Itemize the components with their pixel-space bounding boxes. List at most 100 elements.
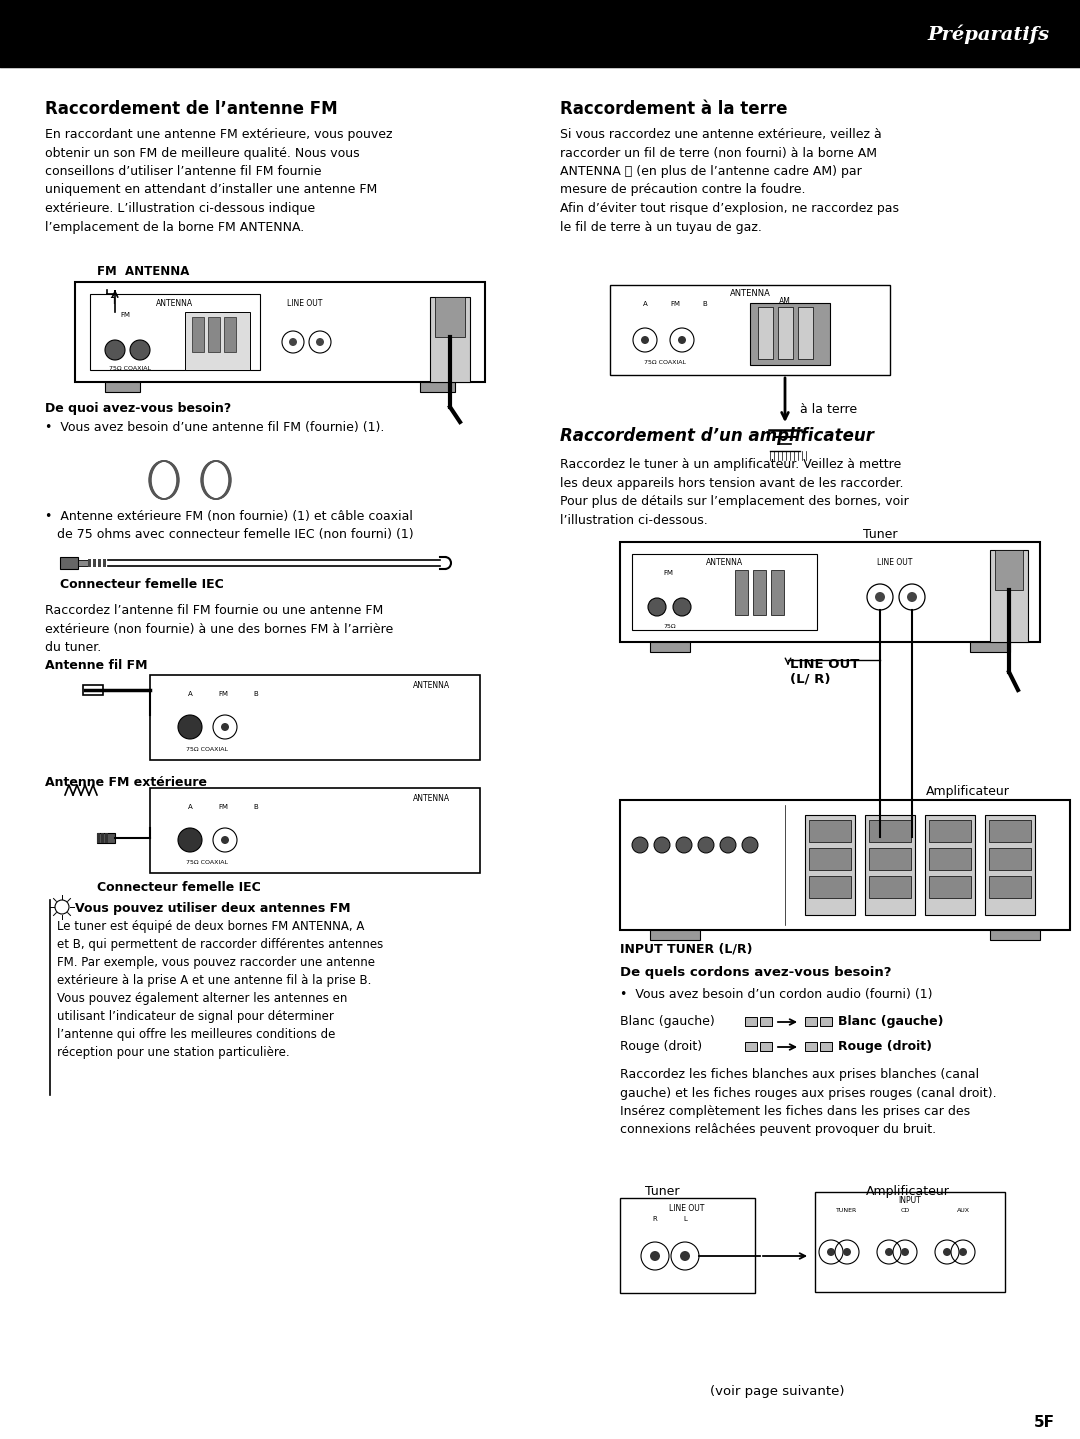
- Circle shape: [289, 338, 297, 345]
- Circle shape: [673, 599, 691, 616]
- Bar: [760, 1017, 772, 1026]
- Bar: [929, 876, 971, 898]
- Text: Tuner: Tuner: [863, 528, 897, 541]
- Bar: [809, 848, 851, 871]
- Bar: [83, 685, 103, 695]
- Bar: [820, 1017, 832, 1026]
- Bar: [820, 1042, 832, 1050]
- Bar: [805, 814, 855, 915]
- Text: FM: FM: [663, 570, 673, 576]
- Text: Antenne FM extérieure: Antenne FM extérieure: [45, 776, 207, 789]
- Bar: [805, 1017, 816, 1026]
- Circle shape: [178, 715, 202, 740]
- Text: ANTENNA: ANTENNA: [413, 681, 450, 689]
- Circle shape: [943, 1248, 951, 1256]
- Bar: [924, 814, 975, 915]
- Bar: [224, 317, 237, 353]
- Bar: [760, 1042, 772, 1050]
- Bar: [778, 307, 793, 358]
- Circle shape: [130, 340, 150, 360]
- Circle shape: [632, 837, 648, 853]
- Bar: [745, 1042, 757, 1050]
- Bar: [208, 317, 220, 353]
- Circle shape: [678, 335, 686, 344]
- Bar: [745, 1017, 757, 1026]
- Circle shape: [648, 599, 666, 616]
- Bar: [103, 558, 106, 567]
- Bar: [929, 848, 971, 871]
- Bar: [105, 833, 108, 843]
- Text: De quels cordons avez-vous besoin?: De quels cordons avez-vous besoin?: [620, 966, 891, 979]
- Circle shape: [221, 722, 229, 731]
- Text: Rouge (droit): Rouge (droit): [620, 1040, 702, 1053]
- Circle shape: [907, 591, 917, 602]
- Text: ANTENNA: ANTENNA: [706, 558, 743, 567]
- Bar: [87, 558, 91, 567]
- Text: Le tuner est équipé de deux bornes FM ANTENNA, A
et B, qui permettent de raccord: Le tuner est équipé de deux bornes FM AN…: [57, 920, 383, 1059]
- Bar: [97, 833, 100, 843]
- Bar: [985, 814, 1035, 915]
- Circle shape: [875, 591, 885, 602]
- Circle shape: [827, 1248, 835, 1256]
- Text: de 75 ohms avec connecteur femelle IEC (non fourni) (1): de 75 ohms avec connecteur femelle IEC (…: [45, 528, 414, 541]
- Text: B: B: [703, 301, 707, 307]
- Bar: [620, 543, 1040, 642]
- Bar: [990, 930, 1040, 940]
- Bar: [620, 1199, 755, 1294]
- Text: Amplificateur: Amplificateur: [927, 786, 1010, 799]
- Circle shape: [654, 837, 670, 853]
- Text: Si vous raccordez une antenne extérieure, veillez à
raccorder un fil de terre (n: Si vous raccordez une antenne extérieure…: [561, 128, 899, 233]
- Text: B: B: [254, 691, 258, 696]
- Text: Rouge (droit): Rouge (droit): [838, 1040, 932, 1053]
- Text: INPUT TUNER (L/R): INPUT TUNER (L/R): [620, 943, 753, 955]
- Text: LINE OUT: LINE OUT: [877, 558, 913, 567]
- Bar: [989, 820, 1031, 842]
- Text: AUX: AUX: [957, 1207, 970, 1213]
- Bar: [105, 381, 140, 391]
- Text: 5F: 5F: [1034, 1415, 1055, 1430]
- Text: Raccordez le tuner à un amplificateur. Veillez à mettre
les deux appareils hors : Raccordez le tuner à un amplificateur. V…: [561, 458, 908, 527]
- Text: ANTENNA: ANTENNA: [413, 794, 450, 803]
- Text: A: A: [188, 691, 192, 696]
- Text: LINE OUT
(L/ R): LINE OUT (L/ R): [789, 658, 860, 686]
- Bar: [632, 554, 816, 630]
- Circle shape: [316, 338, 324, 345]
- Text: Tuner: Tuner: [645, 1184, 679, 1199]
- Bar: [815, 1191, 1005, 1292]
- Text: A: A: [188, 804, 192, 810]
- Bar: [869, 876, 912, 898]
- Text: INPUT: INPUT: [899, 1196, 921, 1204]
- Text: •  Vous avez besoin d’une antenne fil FM (fournie) (1).: • Vous avez besoin d’une antenne fil FM …: [45, 422, 384, 435]
- Circle shape: [698, 837, 714, 853]
- Text: ANTENNA: ANTENNA: [157, 299, 193, 308]
- Text: Préparatifs: Préparatifs: [928, 24, 1050, 43]
- Text: Raccordez les fiches blanches aux prises blanches (canal
gauche) et les fiches r: Raccordez les fiches blanches aux prises…: [620, 1068, 997, 1137]
- Bar: [650, 642, 690, 652]
- Circle shape: [642, 335, 649, 344]
- Bar: [0, 0, 1080, 68]
- Bar: [150, 675, 480, 760]
- Bar: [192, 317, 204, 353]
- Text: De quoi avez-vous besoin?: De quoi avez-vous besoin?: [45, 401, 231, 414]
- Circle shape: [178, 827, 202, 852]
- Bar: [620, 800, 1070, 930]
- Bar: [735, 570, 748, 614]
- Bar: [758, 307, 773, 358]
- Circle shape: [676, 837, 692, 853]
- Circle shape: [885, 1248, 893, 1256]
- Circle shape: [742, 837, 758, 853]
- Text: •  Antenne extérieure FM (non fournie) (1) et câble coaxial: • Antenne extérieure FM (non fournie) (1…: [45, 509, 413, 522]
- Text: Blanc (gauche): Blanc (gauche): [838, 1014, 944, 1027]
- Text: FM  ANTENNA: FM ANTENNA: [97, 265, 189, 278]
- Bar: [989, 848, 1031, 871]
- Bar: [430, 296, 470, 381]
- Bar: [75, 282, 485, 381]
- Text: à la terre: à la terre: [800, 403, 858, 416]
- Text: TUNER: TUNER: [836, 1207, 858, 1213]
- Circle shape: [959, 1248, 967, 1256]
- Bar: [185, 312, 249, 370]
- Text: FM: FM: [218, 804, 228, 810]
- Bar: [420, 381, 455, 391]
- Circle shape: [221, 836, 229, 845]
- Text: 75Ω COAXIAL: 75Ω COAXIAL: [186, 861, 228, 865]
